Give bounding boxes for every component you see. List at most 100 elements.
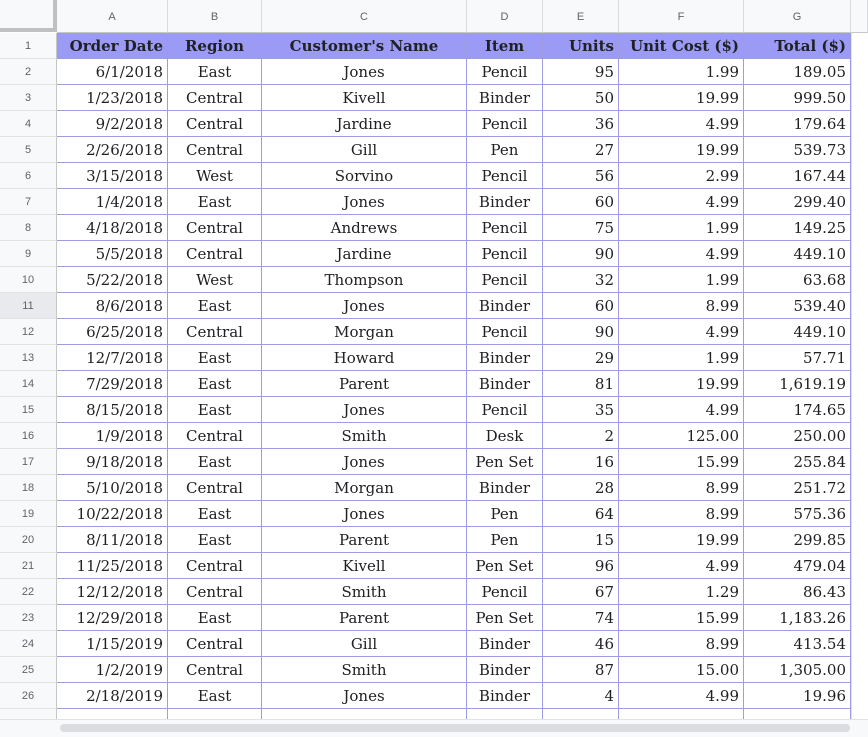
data-cell[interactable]: 11/25/2018: [57, 553, 168, 579]
data-cell[interactable]: 174.65: [744, 397, 851, 423]
data-cell[interactable]: 19.99: [619, 527, 744, 553]
header-cell[interactable]: Region: [168, 33, 262, 59]
data-cell[interactable]: Central: [168, 137, 262, 163]
data-cell[interactable]: Central: [168, 579, 262, 605]
data-cell[interactable]: Pen: [467, 501, 543, 527]
data-cell[interactable]: 16: [543, 449, 619, 475]
data-cell[interactable]: 2/26/2018: [57, 137, 168, 163]
data-cell[interactable]: East: [168, 59, 262, 85]
row-header-1[interactable]: 1: [0, 33, 57, 59]
data-cell[interactable]: 4.99: [619, 111, 744, 137]
data-cell[interactable]: Sorvino: [262, 163, 467, 189]
data-cell[interactable]: 8.99: [619, 501, 744, 527]
data-cell[interactable]: 449.10: [744, 319, 851, 345]
data-cell[interactable]: Parent: [262, 605, 467, 631]
data-cell[interactable]: 60: [543, 293, 619, 319]
data-cell[interactable]: 75: [543, 215, 619, 241]
data-cell[interactable]: 479.04: [744, 553, 851, 579]
data-cell[interactable]: Binder: [467, 631, 543, 657]
data-cell[interactable]: 1/4/2018: [57, 189, 168, 215]
data-cell[interactable]: East: [168, 371, 262, 397]
data-cell[interactable]: 19.99: [619, 371, 744, 397]
data-cell[interactable]: Central: [168, 215, 262, 241]
row-header-5[interactable]: 5: [0, 137, 57, 163]
data-cell[interactable]: 15.99: [619, 605, 744, 631]
data-cell[interactable]: 57.71: [744, 345, 851, 371]
data-cell[interactable]: Binder: [467, 371, 543, 397]
data-cell[interactable]: Parent: [262, 371, 467, 397]
data-cell[interactable]: 95: [543, 59, 619, 85]
data-cell[interactable]: 6/1/2018: [57, 59, 168, 85]
data-cell[interactable]: 7/29/2018: [57, 371, 168, 397]
row-header-26[interactable]: 26: [0, 683, 57, 709]
row-header-3[interactable]: 3: [0, 85, 57, 111]
data-cell[interactable]: Jones: [262, 293, 467, 319]
data-cell[interactable]: Parent: [262, 527, 467, 553]
data-cell[interactable]: Binder: [467, 345, 543, 371]
data-cell[interactable]: 2: [543, 423, 619, 449]
data-cell[interactable]: 5/22/2018: [57, 267, 168, 293]
data-cell[interactable]: Binder: [467, 683, 543, 709]
data-cell[interactable]: 8/15/2018: [57, 397, 168, 423]
data-cell[interactable]: Desk: [467, 423, 543, 449]
data-cell[interactable]: 1,183.26: [744, 605, 851, 631]
data-cell[interactable]: Central: [168, 475, 262, 501]
row-header-9[interactable]: 9: [0, 241, 57, 267]
column-header-b[interactable]: B: [168, 0, 262, 33]
data-cell[interactable]: 1,305.00: [744, 657, 851, 683]
data-cell[interactable]: 299.40: [744, 189, 851, 215]
data-cell[interactable]: Central: [168, 553, 262, 579]
column-header-f[interactable]: F: [619, 0, 744, 33]
data-cell[interactable]: Pencil: [467, 111, 543, 137]
row-header-24[interactable]: 24: [0, 631, 57, 657]
row-header-21[interactable]: 21: [0, 553, 57, 579]
data-cell[interactable]: 74: [543, 605, 619, 631]
data-cell[interactable]: West: [168, 267, 262, 293]
data-cell[interactable]: 1/15/2019: [57, 631, 168, 657]
row-header-14[interactable]: 14: [0, 371, 57, 397]
data-cell[interactable]: Pencil: [467, 397, 543, 423]
data-cell[interactable]: 35: [543, 397, 619, 423]
data-cell[interactable]: 539.40: [744, 293, 851, 319]
header-cell[interactable]: Total ($): [744, 33, 851, 59]
column-header-d[interactable]: D: [467, 0, 543, 33]
empty-column-area[interactable]: [851, 33, 868, 723]
data-cell[interactable]: 4/18/2018: [57, 215, 168, 241]
data-cell[interactable]: Pencil: [467, 163, 543, 189]
data-cell[interactable]: 4.99: [619, 553, 744, 579]
data-cell[interactable]: 179.64: [744, 111, 851, 137]
data-cell[interactable]: Jardine: [262, 111, 467, 137]
data-cell[interactable]: Thompson: [262, 267, 467, 293]
data-cell[interactable]: Binder: [467, 85, 543, 111]
horizontal-scrollbar-thumb[interactable]: [60, 724, 850, 732]
data-cell[interactable]: 999.50: [744, 85, 851, 111]
data-cell[interactable]: West: [168, 163, 262, 189]
data-cell[interactable]: 96: [543, 553, 619, 579]
data-cell[interactable]: 8.99: [619, 631, 744, 657]
data-cell[interactable]: East: [168, 605, 262, 631]
data-cell[interactable]: 90: [543, 241, 619, 267]
header-cell[interactable]: Order Date: [57, 33, 168, 59]
data-cell[interactable]: Gill: [262, 631, 467, 657]
data-cell[interactable]: Jones: [262, 189, 467, 215]
data-cell[interactable]: 1.29: [619, 579, 744, 605]
data-cell[interactable]: Gill: [262, 137, 467, 163]
row-header-17[interactable]: 17: [0, 449, 57, 475]
data-cell[interactable]: Pen Set: [467, 605, 543, 631]
data-cell[interactable]: Binder: [467, 657, 543, 683]
data-cell[interactable]: 81: [543, 371, 619, 397]
data-cell[interactable]: 8.99: [619, 475, 744, 501]
row-header-10[interactable]: 10: [0, 267, 57, 293]
data-cell[interactable]: 87: [543, 657, 619, 683]
row-header-2[interactable]: 2: [0, 59, 57, 85]
data-cell[interactable]: 63.68: [744, 267, 851, 293]
data-cell[interactable]: Pencil: [467, 59, 543, 85]
data-cell[interactable]: Morgan: [262, 475, 467, 501]
data-cell[interactable]: East: [168, 527, 262, 553]
data-cell[interactable]: East: [168, 449, 262, 475]
data-cell[interactable]: Jones: [262, 683, 467, 709]
data-cell[interactable]: Binder: [467, 475, 543, 501]
data-cell[interactable]: East: [168, 683, 262, 709]
data-cell[interactable]: 8/11/2018: [57, 527, 168, 553]
data-cell[interactable]: 149.25: [744, 215, 851, 241]
